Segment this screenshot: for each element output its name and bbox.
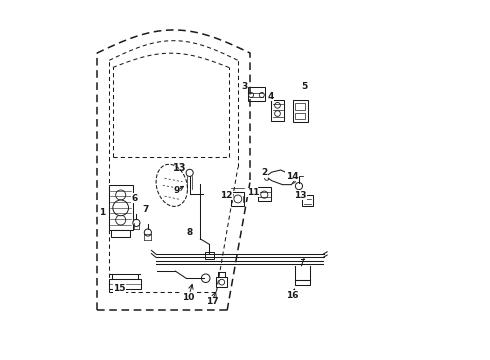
Bar (231, 192, 245, 206)
Bar (205, 252, 214, 258)
Text: 2: 2 (261, 168, 267, 177)
Text: 17: 17 (206, 297, 219, 306)
Text: 4: 4 (268, 91, 274, 100)
Circle shape (248, 93, 253, 98)
Polygon shape (266, 170, 294, 185)
Bar (295, 103, 305, 110)
Bar (258, 187, 271, 202)
Circle shape (291, 179, 295, 183)
Text: 8: 8 (187, 228, 193, 237)
Circle shape (295, 183, 302, 190)
Text: 11: 11 (246, 188, 259, 197)
Circle shape (234, 195, 242, 203)
Text: 16: 16 (286, 291, 299, 300)
Circle shape (219, 279, 224, 285)
Circle shape (144, 229, 151, 236)
Text: 12: 12 (220, 190, 233, 199)
Circle shape (201, 274, 210, 283)
Text: 15: 15 (113, 284, 125, 293)
Circle shape (261, 191, 268, 198)
Circle shape (133, 219, 140, 226)
Bar (302, 195, 313, 206)
Bar (109, 185, 133, 230)
Bar (109, 279, 142, 289)
Bar (217, 277, 227, 287)
Circle shape (275, 103, 280, 108)
Text: 6: 6 (132, 194, 138, 203)
Text: 13: 13 (173, 163, 187, 173)
Bar (270, 100, 284, 121)
Text: 10: 10 (182, 293, 195, 302)
Text: 14: 14 (286, 172, 298, 181)
Circle shape (116, 203, 126, 213)
Text: 3: 3 (241, 82, 247, 91)
Circle shape (113, 200, 128, 216)
Bar (295, 113, 305, 118)
Bar (248, 87, 265, 101)
Bar (111, 230, 130, 237)
Text: 7: 7 (143, 205, 149, 214)
Bar (295, 280, 310, 285)
Text: 13: 13 (294, 190, 307, 199)
Circle shape (186, 169, 193, 176)
Circle shape (259, 93, 264, 98)
Circle shape (275, 111, 280, 116)
Text: 5: 5 (301, 82, 307, 91)
Circle shape (265, 176, 269, 180)
Text: 1: 1 (99, 208, 105, 217)
Circle shape (116, 190, 126, 200)
Circle shape (116, 215, 126, 225)
Text: 9: 9 (173, 186, 180, 195)
Bar (293, 100, 308, 122)
